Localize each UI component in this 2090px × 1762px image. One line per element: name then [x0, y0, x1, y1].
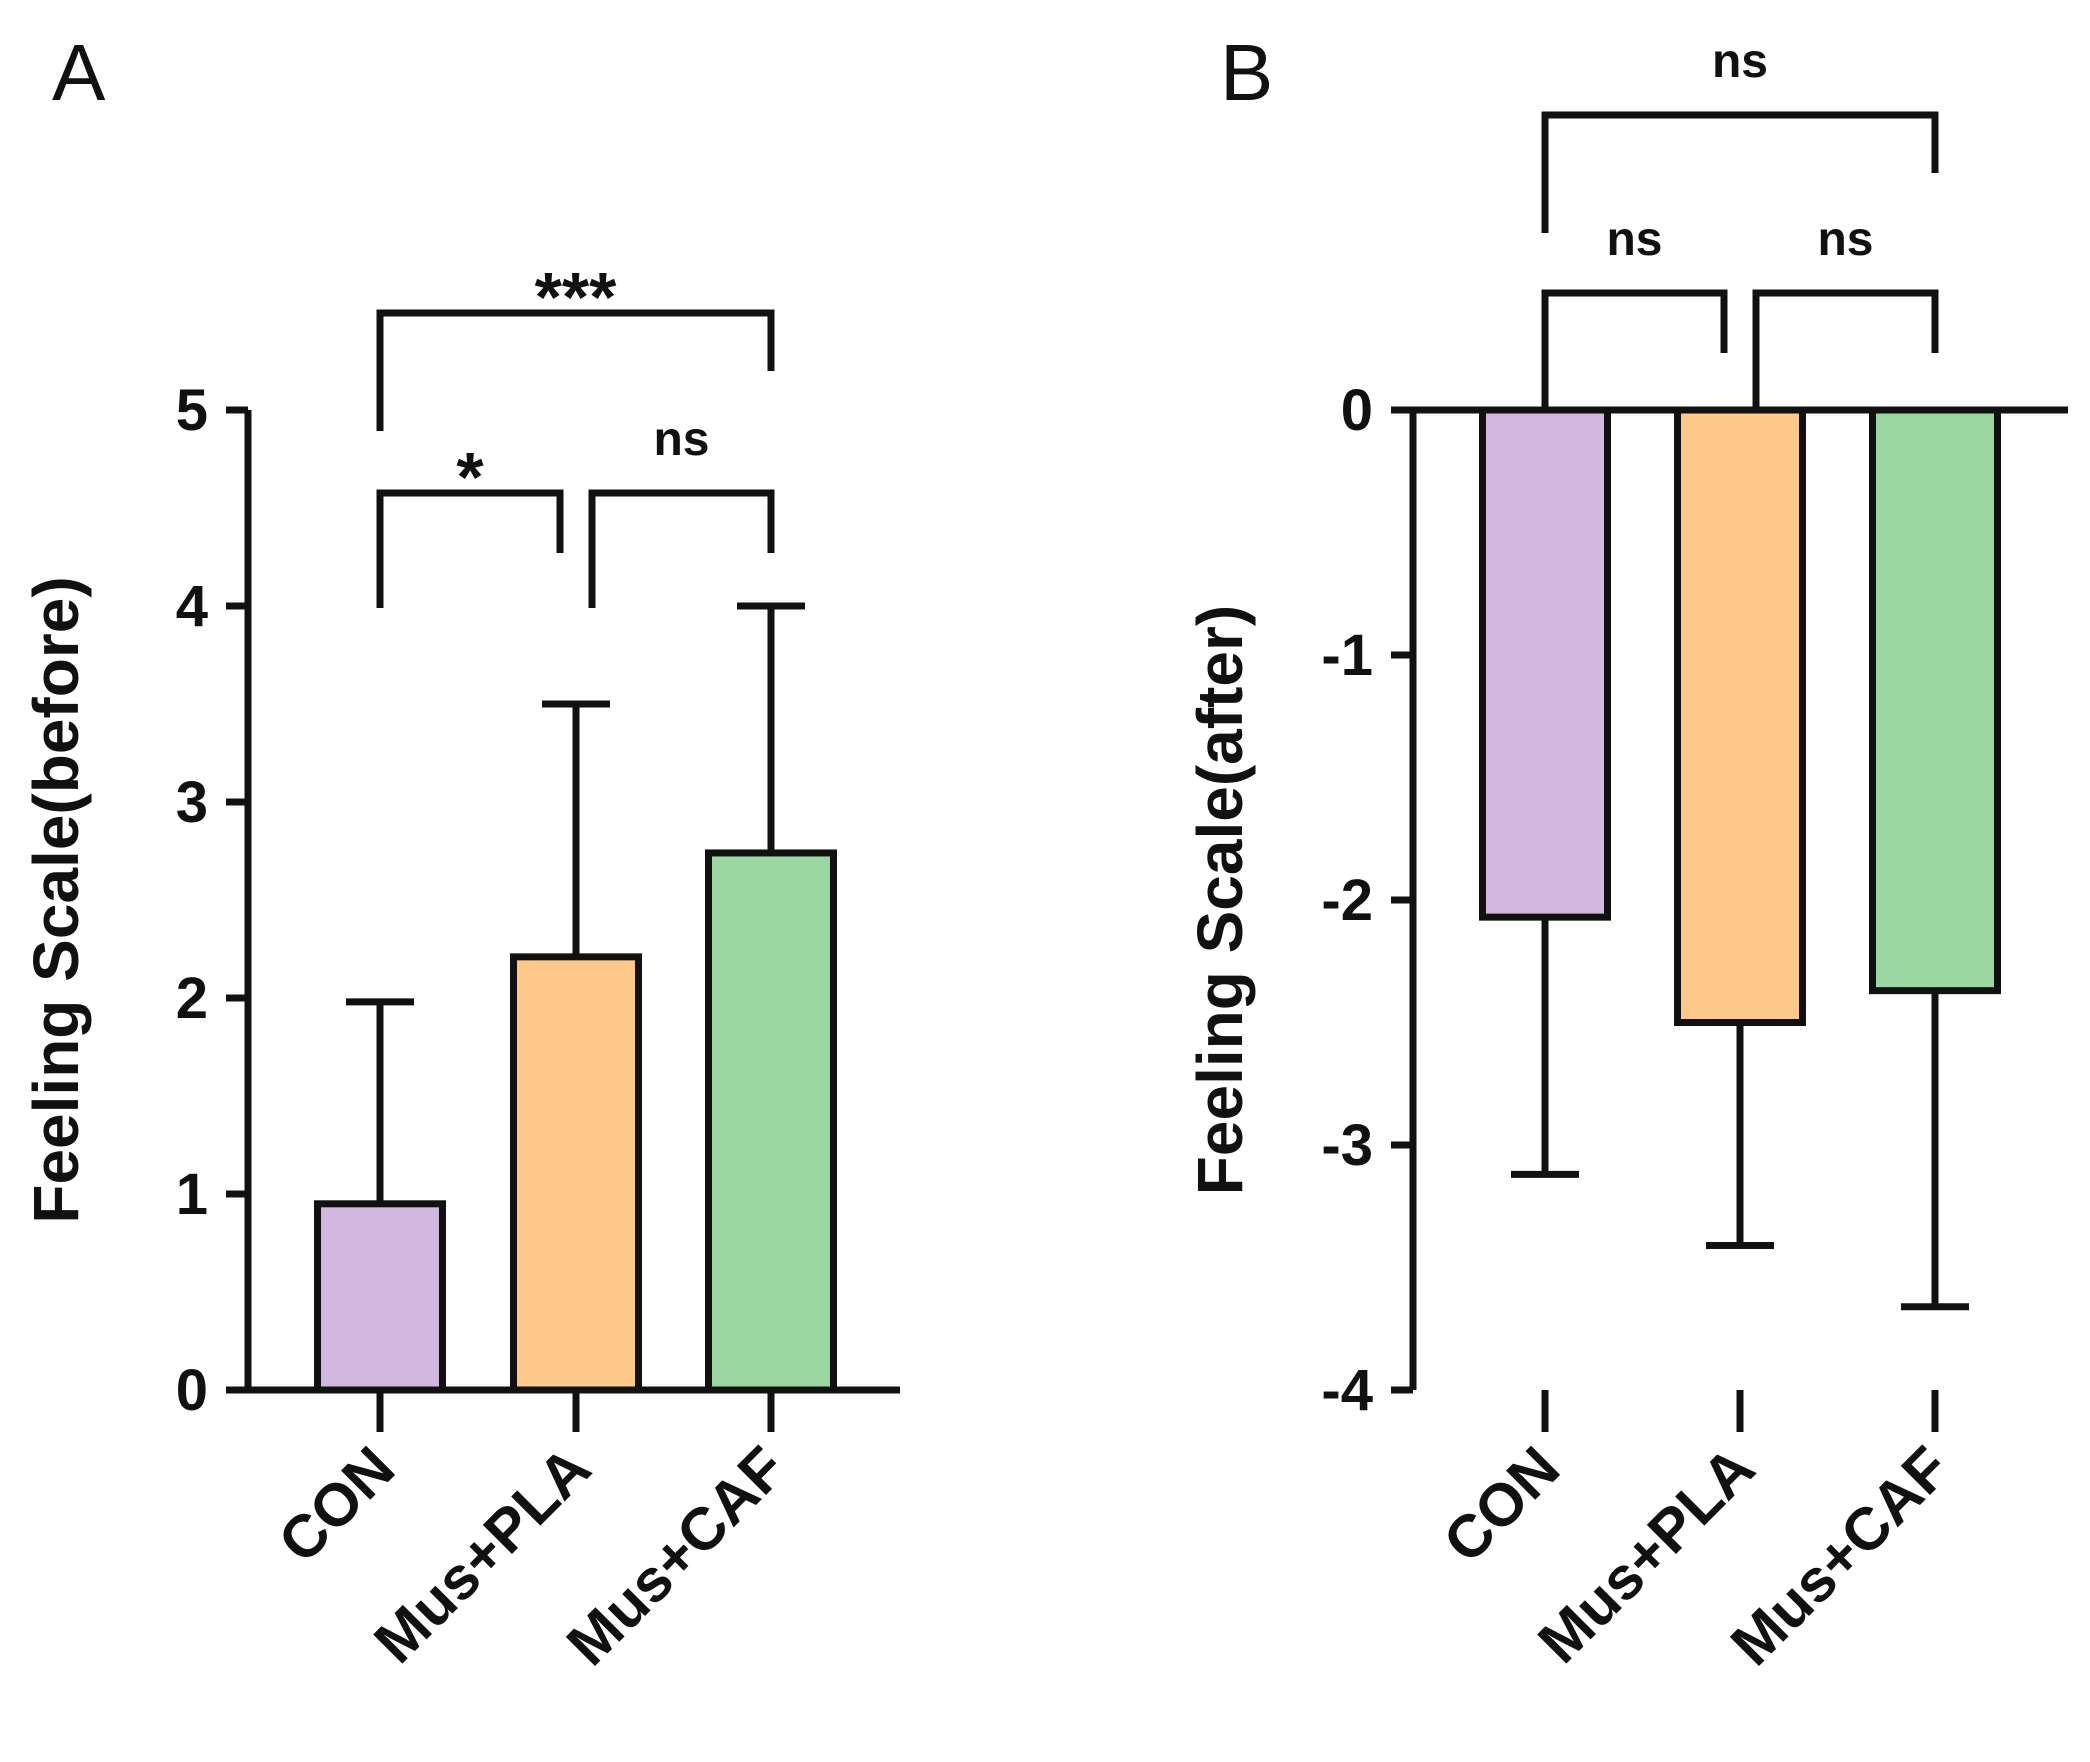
- b-y-axis-title: Feeling Scale(after): [1184, 605, 1256, 1195]
- b-bar-2: [1869, 406, 2001, 995]
- a-category-label-0: CON: [266, 1434, 408, 1576]
- a-y-tick-label-5: 5: [176, 378, 208, 443]
- a-sig-label-2: ***: [535, 258, 617, 336]
- b-y-tick-label-3: -1: [1321, 623, 1373, 688]
- b-bar-1: [1674, 406, 1806, 1026]
- b-y-tick-label-2: -2: [1321, 868, 1373, 933]
- b-sig-bracket-2: [1541, 111, 1939, 233]
- panel-b-letter: B: [1220, 28, 1273, 117]
- a-bar-2: [705, 849, 837, 1394]
- b-bar-0: [1479, 406, 1611, 921]
- b-sig-label-1: ns: [1817, 213, 1873, 266]
- panel-a-letter: A: [52, 28, 106, 117]
- a-y-tick-label-4: 4: [176, 574, 208, 639]
- b-sig-label-2: ns: [1712, 35, 1768, 88]
- a-bar-0: [314, 1200, 446, 1394]
- b-category-label-0: CON: [1431, 1434, 1573, 1576]
- b-y-tick-label-0: -4: [1321, 1358, 1373, 1423]
- a-y-axis-title: Feeling Scale(before): [20, 576, 92, 1223]
- a-sig-label-0: *: [456, 438, 484, 516]
- a-bar-1: [510, 953, 642, 1394]
- b-sig-bracket-0: [1541, 289, 1728, 408]
- b-y-tick-label-1: -3: [1321, 1113, 1373, 1178]
- a-y-tick-label-3: 3: [176, 770, 208, 835]
- b-y-tick-label-4: 0: [1341, 378, 1373, 443]
- a-sig-bracket-0: [376, 489, 564, 608]
- b-sig-bracket-1: [1752, 289, 1939, 408]
- a-sig-bracket-1: [588, 489, 775, 608]
- a-y-tick-label-0: 0: [176, 1358, 208, 1423]
- a-sig-bracket-2: [376, 309, 775, 431]
- a-y-tick-label-2: 2: [176, 966, 208, 1031]
- a-y-tick-label-1: 1: [176, 1162, 208, 1227]
- b-sig-label-0: ns: [1606, 213, 1662, 266]
- a-sig-label-1: ns: [653, 413, 709, 466]
